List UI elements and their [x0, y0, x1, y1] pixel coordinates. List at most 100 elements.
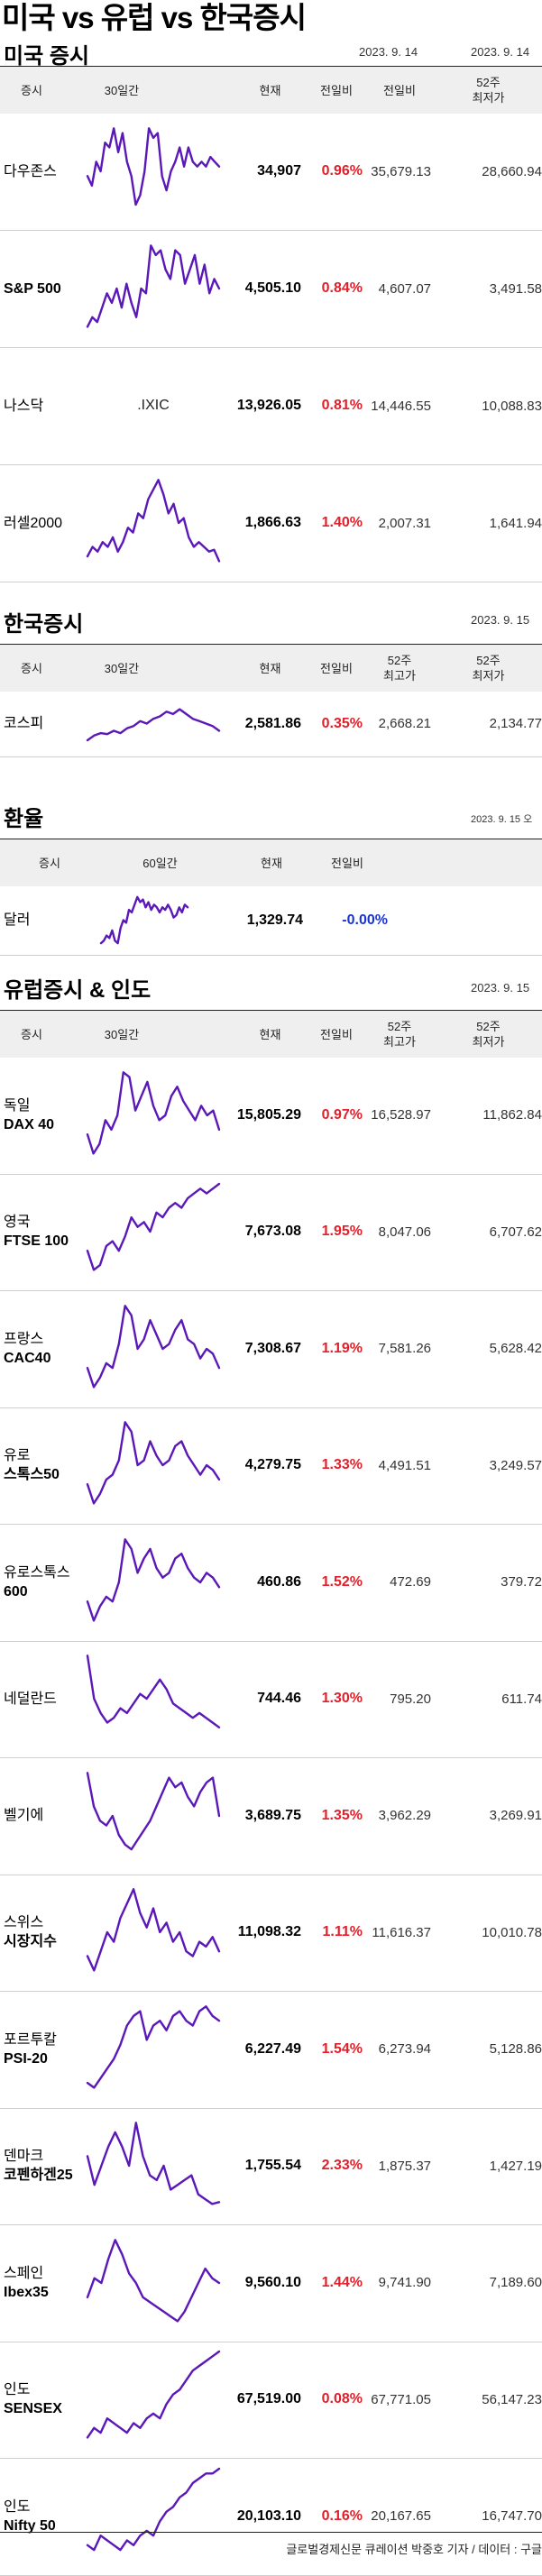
column-header: 현재 [259, 661, 281, 675]
current-value: 67,519.00 [236, 2391, 301, 2407]
index-name-line2: DAX 40 [4, 1116, 55, 1132]
current-value: 3,689.75 [244, 1807, 301, 1823]
change-percent: 0.35% [321, 715, 363, 731]
change-percent: 1.95% [321, 1224, 363, 1240]
sparkline-chart [86, 1888, 221, 1972]
column-header: 60일간 [142, 856, 178, 870]
current-value: 4,505.10 [244, 280, 301, 296]
sparkline-path [86, 1183, 221, 1271]
sparkline-path [86, 1888, 221, 1972]
table-row: 코스피 2,581.86 0.35% 2,668.21 2,134.77 [0, 691, 542, 757]
week52-high: 3,962.29 [378, 1808, 431, 1824]
week52-high: 1,875.37 [378, 2158, 431, 2174]
sparkline-path [86, 1537, 221, 1622]
sparkline-path [86, 1070, 221, 1155]
sparkline-chart [86, 1655, 221, 1729]
index-name-line1: 덴마크 [4, 2149, 44, 2165]
week52-high: 2,668.21 [378, 716, 431, 731]
change-percent: -0.00% [342, 912, 388, 928]
table-row: 스위스 시장지수 11,098.32 1.11% 11,616.37 10,010.78 [0, 1875, 542, 1992]
index-name: 다우존스 [4, 113, 103, 230]
index-name: 영국 FTSE 100 [4, 1174, 103, 1291]
sparkline-path [86, 2238, 221, 2323]
week52-low: 11,862.84 [482, 1107, 542, 1123]
sparkline-chart [99, 895, 189, 945]
index-name: 유로 스톡스50 [4, 1407, 103, 1525]
page-title: 미국 vs 유럽 vs 한국증시 [2, 1, 307, 34]
index-name-line2: Ibex35 [4, 2284, 49, 2300]
week52-low: 2,134.77 [489, 716, 542, 731]
sparkline-path [99, 895, 189, 945]
eu-section-header: 유럽증시 & 인도 2023. 9. 15 [0, 972, 542, 1003]
current-value: 11,098.32 [237, 1924, 301, 1940]
index-name: 네덜란드 [4, 1641, 103, 1758]
us-section-header: 미국 증시 2023. 9. 14 2023. 9. 14 [0, 38, 542, 69]
table-row: 유로 스톡스50 4,279.75 1.33% 4,491.51 3,249.57 [0, 1407, 542, 1525]
sparkline-path [86, 479, 221, 563]
week52-low: 379.72 [501, 1574, 542, 1591]
index-name-line2: 시장지수 [4, 1934, 57, 1950]
column-header: 30일간 [104, 1027, 140, 1041]
index-name-line1: 다우존스 [4, 163, 57, 179]
week52-high: 14,446.55 [371, 398, 431, 414]
week52-high: 2,007.31 [378, 515, 431, 531]
fx-section-title: 환율 [4, 807, 44, 831]
week52-high: 35,679.13 [371, 163, 431, 179]
index-name: 러셀2000 [4, 464, 103, 582]
table-row: 유로스톡스 600 460.86 1.52% 472.69 379.72 [0, 1524, 542, 1642]
sparkline-chart [86, 2122, 221, 2205]
column-header: 현재 [259, 83, 281, 97]
fx-section-header: 환율 2023. 9. 15 오 [0, 801, 542, 831]
change-percent: 1.11% [322, 1924, 363, 1940]
index-name-line1: 스페인 [4, 2265, 44, 2281]
week52-high: 6,273.94 [378, 2041, 431, 2058]
week52-low: 1,427.19 [489, 2158, 542, 2174]
week52-high: 4,607.07 [378, 280, 431, 297]
index-name-line1: 스위스 [4, 1915, 44, 1931]
table-row: 벨기에 3,689.75 1.35% 3,962.29 3,269.91 [0, 1757, 542, 1875]
index-name-line1: 코스피 [4, 716, 44, 731]
sparkline-path [86, 1771, 221, 1851]
index-name: 프랑스 CAC40 [4, 1290, 103, 1407]
index-name: 스페인 Ibex35 [4, 2224, 103, 2342]
table-row: 독일 DAX 40 15,805.29 0.97% 16,528.97 11,862.84 [0, 1057, 542, 1175]
week52-high: 67,771.05 [371, 2391, 431, 2407]
week52-low: 5,628.42 [489, 1341, 542, 1357]
sparkline-chart [86, 1304, 221, 1389]
column-header: 30일간 [104, 661, 140, 675]
index-name: 벨기에 [4, 1757, 103, 1875]
table-row: 나스닥 .IXIC 13,926.05 0.81% 14,446.55 10,088.83 [0, 347, 542, 465]
index-name-line1: 프랑스 [4, 1331, 44, 1347]
column-header: 52주 최저가 [472, 76, 505, 105]
index-name-line1: 인도 [4, 2382, 31, 2398]
column-header: 30일간 [104, 83, 140, 97]
index-name: 인도 Nifty 50 [4, 2458, 103, 2575]
week52-low: 5,128.86 [489, 2041, 542, 2058]
footer-credit: 글로벌경제신문 큐레이션 박중호 기자 / 데이터 : 구글 [0, 2532, 542, 2566]
sparkline-path [86, 2004, 221, 2089]
index-name-line1: 영국 [4, 1215, 31, 1231]
current-value: 460.86 [257, 1573, 301, 1590]
current-value: 744.46 [257, 1691, 301, 1707]
fx-date: 2023. 9. 15 오 [471, 814, 533, 825]
sparkline-chart [86, 1537, 221, 1622]
index-name-line1: 벨기에 [4, 1808, 44, 1824]
us-table-header: 증시 30일간 현재 전일비 전일비 52주 최저가 [0, 66, 542, 114]
week52-low: 10,010.78 [482, 1924, 542, 1940]
change-percent: 0.84% [321, 280, 363, 296]
current-value: 1,329.74 [246, 912, 303, 928]
change-percent: 0.16% [321, 2507, 363, 2524]
week52-high: 9,741.90 [378, 2275, 431, 2291]
week52-low: 16,747.70 [482, 2508, 542, 2525]
sparkline-path [86, 2351, 221, 2439]
index-name-line1: 포르투칼 [4, 2031, 57, 2048]
table-row: 스페인 Ibex35 9,560.10 1.44% 9,741.90 7,189.60 [0, 2224, 542, 2342]
week52-high: 8,047.06 [378, 1224, 431, 1240]
week52-low: 3,249.57 [489, 1457, 542, 1473]
current-value: 15,805.29 [236, 1106, 301, 1123]
column-header: 현재 [259, 1027, 281, 1041]
change-percent: 1.19% [321, 1340, 363, 1356]
index-name-line2: PSI-20 [4, 2050, 48, 2067]
index-name: 코스피 [4, 691, 103, 756]
table-row: 덴마크 코펜하겐25 1,755.54 2.33% 1,875.37 1,427.19 [0, 2108, 542, 2225]
